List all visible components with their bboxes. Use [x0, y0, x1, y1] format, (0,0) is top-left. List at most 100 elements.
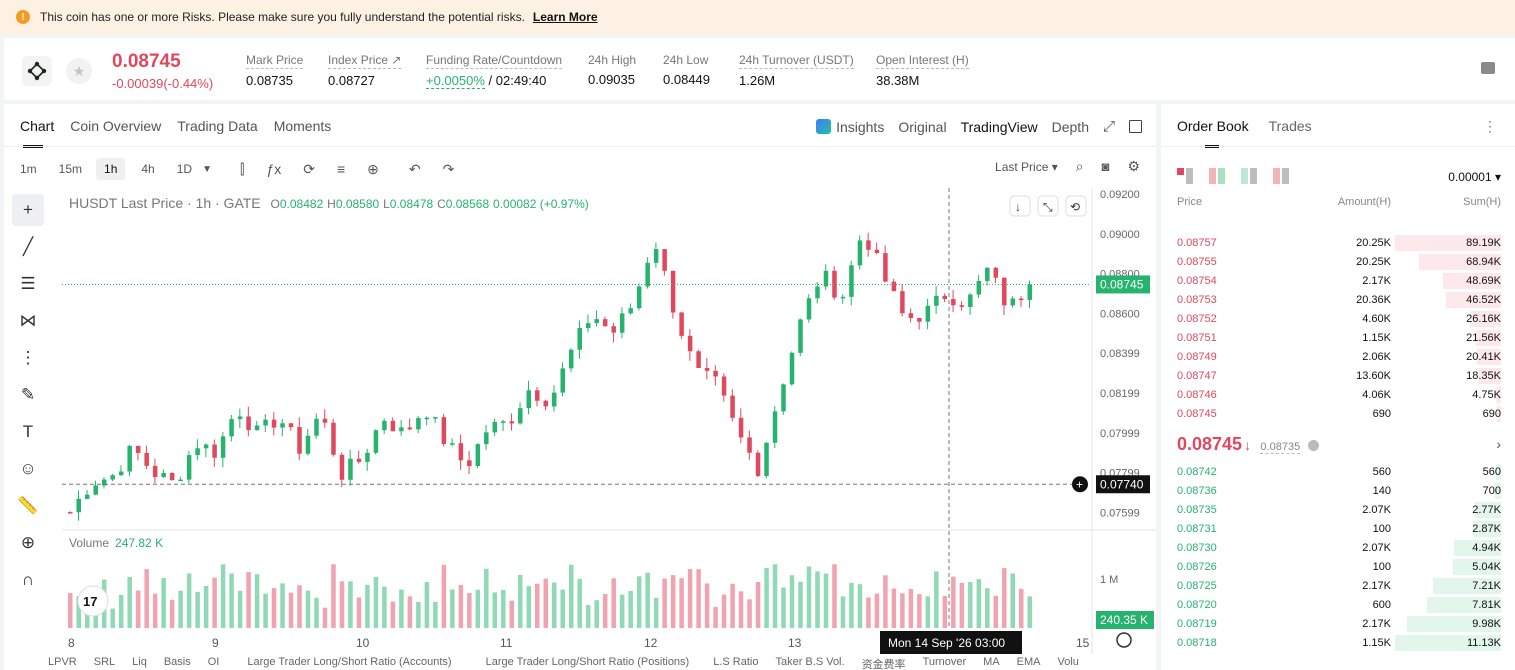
- gear-icon[interactable]: ⚙: [1127, 158, 1140, 174]
- magnet-icon[interactable]: ∩: [21, 570, 35, 589]
- learn-more-link[interactable]: Learn More: [532, 10, 598, 24]
- trend-line-icon[interactable]: ╱: [22, 237, 34, 256]
- ask-row[interactable]: 0.08745 690 690: [1161, 405, 1515, 424]
- tab-depth[interactable]: Depth: [1051, 118, 1089, 135]
- templates-icon[interactable]: ≡: [337, 161, 346, 177]
- indicator-tab[interactable]: 资金费率: [861, 659, 906, 670]
- bid-row[interactable]: 0.08735 2.07K 2.77K: [1161, 501, 1515, 520]
- add-indicator-icon[interactable]: ⊕: [367, 160, 379, 177]
- bid-row[interactable]: 0.08736 140 700: [1161, 482, 1515, 501]
- tab-trading-data[interactable]: Trading Data: [177, 118, 258, 134]
- candle-body: [738, 417, 744, 438]
- chevron-down-icon[interactable]: ▼: [202, 163, 212, 175]
- indicator-tab[interactable]: MA: [983, 656, 1000, 668]
- crosshair-icon[interactable]: +: [12, 194, 44, 226]
- collapse-icon: [1037, 195, 1059, 217]
- fib-icon[interactable]: ⋮: [19, 348, 37, 367]
- layout-mode-icon[interactable]: [1209, 168, 1225, 184]
- ruler-icon[interactable]: 📏: [17, 496, 39, 515]
- indicators-icon[interactable]: ƒx: [266, 161, 282, 177]
- ask-row[interactable]: 0.08749 2.06K 20.41K: [1161, 348, 1515, 367]
- volume-bar: [118, 594, 124, 628]
- indicator-tab[interactable]: Liq: [132, 656, 147, 668]
- tab-order-book[interactable]: Order Book: [1177, 118, 1249, 148]
- bids-only-icon[interactable]: [1241, 168, 1257, 184]
- text-icon[interactable]: T: [22, 422, 34, 441]
- indicator-tab[interactable]: EMA: [1016, 656, 1041, 668]
- tab-moments[interactable]: Moments: [273, 118, 332, 134]
- favorite-star-icon[interactable]: ★: [66, 58, 92, 84]
- expand-icon[interactable]: ⤢: [1102, 118, 1115, 135]
- horizontal-lines-icon[interactable]: ☰: [20, 274, 36, 293]
- ask-row[interactable]: 0.08746 4.06K 4.75K: [1161, 386, 1515, 405]
- candle-body: [390, 420, 396, 432]
- ask-row[interactable]: 0.08754 2.17K 48.69K: [1161, 272, 1515, 291]
- stat-label[interactable]: Index Price ↗: [328, 53, 402, 69]
- chevron-right-icon[interactable]: ›: [1496, 436, 1501, 452]
- add-alert-icon: [1072, 476, 1088, 493]
- book-icon[interactable]: [1481, 62, 1495, 74]
- ask-row[interactable]: 0.08755 20.25K 68.94K: [1161, 253, 1515, 272]
- brush-icon[interactable]: ✎: [20, 385, 36, 404]
- redo-icon[interactable]: ↷: [442, 160, 455, 177]
- stat-label[interactable]: Open Interest (H): [876, 53, 969, 69]
- tab-original[interactable]: Original: [898, 118, 947, 135]
- candle-body: [229, 419, 234, 437]
- stat-label[interactable]: Funding Rate/Countdown: [426, 53, 563, 69]
- bid-row[interactable]: 0.08718 1.15K 11.13K: [1161, 634, 1515, 653]
- fullscreen-icon[interactable]: [1129, 120, 1142, 133]
- bid-row[interactable]: 0.08742 560 560: [1161, 463, 1515, 482]
- stat-label[interactable]: 24h Turnover (USDT): [739, 53, 854, 69]
- tab-coin-overview[interactable]: Coin Overview: [70, 118, 162, 134]
- indicator-tab[interactable]: SRL: [93, 656, 116, 668]
- indicator-tab[interactable]: Large Trader Long/Short Ratio (Accounts): [247, 656, 452, 668]
- pattern-icon[interactable]: ⋈: [19, 311, 37, 330]
- interval-1m[interactable]: 1m: [20, 162, 37, 176]
- indicator-tab[interactable]: Basis: [163, 656, 191, 668]
- ask-row[interactable]: 0.08757 20.25K 89.19K: [1161, 234, 1515, 253]
- tab-insights[interactable]: Insights: [816, 118, 884, 135]
- candlestick-chart[interactable]: 0.092000.090000.088000.086000.083990.081…: [56, 188, 1156, 654]
- x-tick-label: 15: [1076, 636, 1090, 650]
- stat-label[interactable]: Mark Price: [246, 53, 304, 69]
- both-sides-icon[interactable]: [1177, 168, 1193, 184]
- tab-tradingview[interactable]: TradingView: [960, 118, 1038, 135]
- emoji-icon[interactable]: ☺: [19, 459, 37, 478]
- tab-chart[interactable]: Chart: [20, 118, 55, 148]
- indicator-bar: LPVR SRL Liq Basis OI Large Trader Long/…: [48, 656, 1096, 670]
- indicator-tab[interactable]: OI: [207, 656, 220, 668]
- indicator-tab[interactable]: LPVR: [48, 656, 77, 668]
- replay-icon[interactable]: ⟳: [303, 160, 315, 177]
- camera-icon[interactable]: ◙: [1101, 159, 1110, 174]
- bid-row[interactable]: 0.08726 100 5.04K: [1161, 558, 1515, 577]
- ask-row[interactable]: 0.08751 1.15K 21.56K: [1161, 329, 1515, 348]
- bid-row[interactable]: 0.08719 2.17K 9.98K: [1161, 615, 1515, 634]
- more-menu-icon[interactable]: ⋮: [1483, 118, 1497, 134]
- interval-15m[interactable]: 15m: [58, 162, 83, 176]
- undo-icon[interactable]: ↶: [408, 160, 421, 177]
- asks-only-icon[interactable]: [1273, 168, 1289, 184]
- interval-1d[interactable]: 1D: [176, 162, 193, 176]
- ask-row[interactable]: 0.08752 4.60K 26.16K: [1161, 310, 1515, 329]
- interval-4h[interactable]: 4h: [141, 162, 155, 176]
- bid-row[interactable]: 0.08731 100 2.87K: [1161, 520, 1515, 539]
- zoom-in-icon[interactable]: ⊕: [20, 533, 36, 552]
- candle-type-icon[interactable]: ⫿: [239, 160, 245, 177]
- indicator-tab[interactable]: Taker B.S Vol.: [775, 656, 845, 668]
- candle-body: [789, 352, 795, 385]
- ask-row[interactable]: 0.08747 13.60K 18.35K: [1161, 367, 1515, 386]
- indicator-tab[interactable]: Large Trader Long/Short Ratio (Positions…: [485, 656, 690, 668]
- search-icon[interactable]: ⌕: [1075, 158, 1084, 174]
- tab-trades[interactable]: Trades: [1268, 118, 1312, 134]
- bid-row[interactable]: 0.08720 600 7.81K: [1161, 596, 1515, 615]
- bid-row[interactable]: 0.08730 2.07K 4.94K: [1161, 539, 1515, 558]
- indicator-tab[interactable]: L.S Ratio: [713, 656, 759, 668]
- price-type-select[interactable]: Last Price ▾: [995, 159, 1058, 174]
- interval-1h[interactable]: 1h: [96, 158, 126, 180]
- indicator-tab[interactable]: Volu: [1057, 656, 1079, 668]
- ask-row[interactable]: 0.08753 20.36K 46.52K: [1161, 291, 1515, 310]
- candle-body: [331, 422, 336, 455]
- bid-row[interactable]: 0.08725 2.17K 7.21K: [1161, 577, 1515, 596]
- precision-select[interactable]: 0.00001 ▾: [1448, 170, 1501, 184]
- indicator-tab[interactable]: Turnover: [922, 656, 967, 668]
